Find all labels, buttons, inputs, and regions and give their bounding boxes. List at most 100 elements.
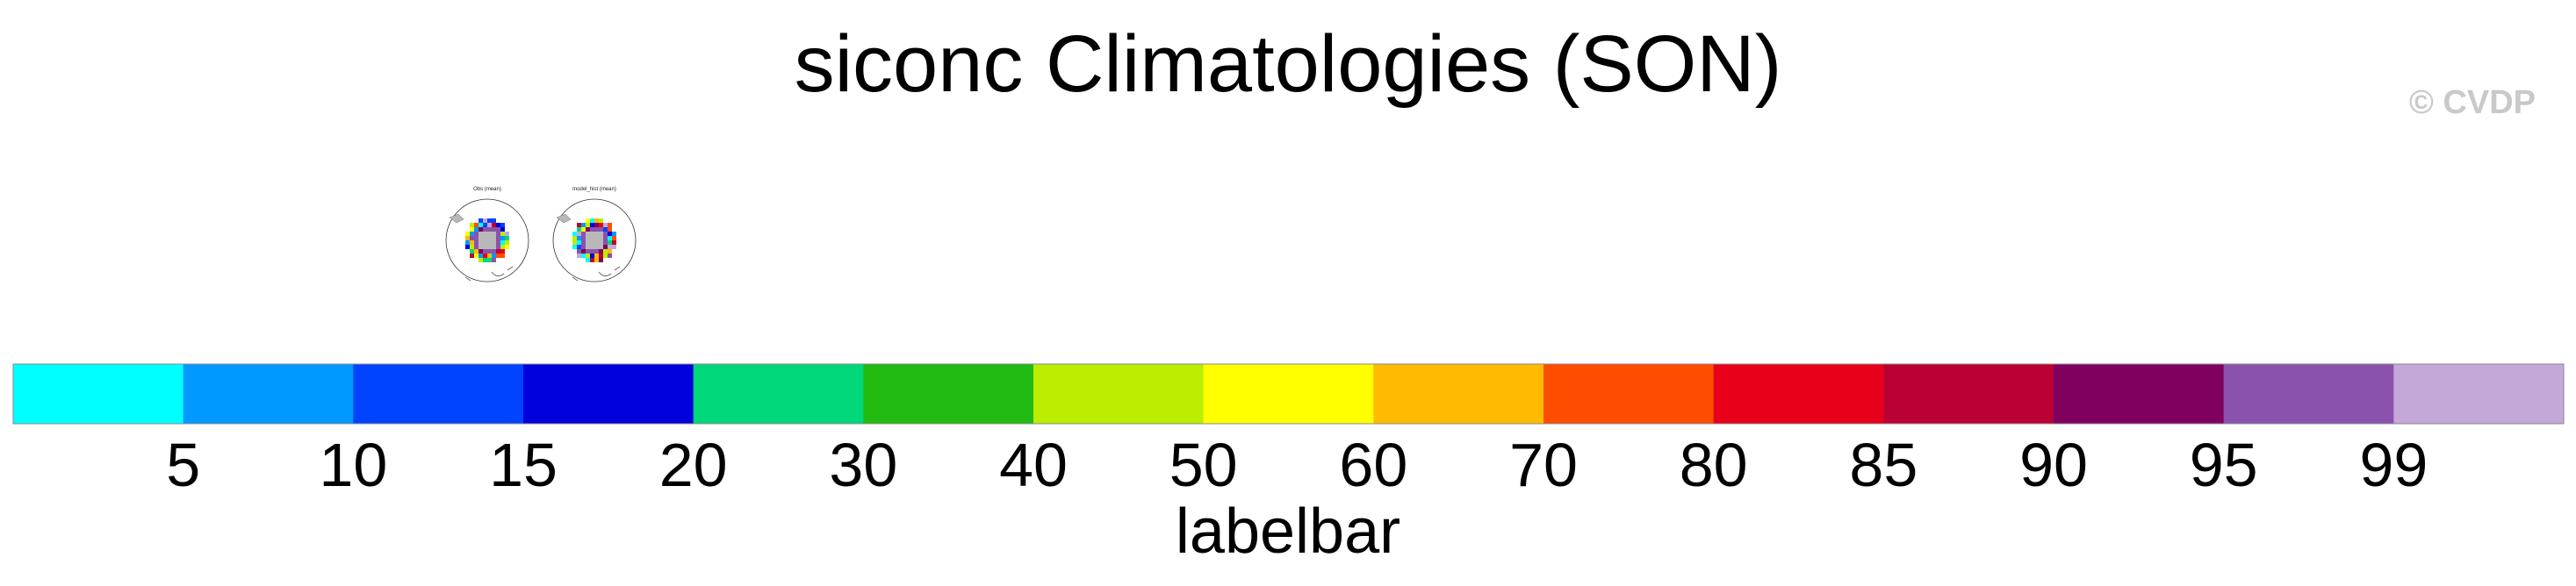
map-cell (500, 223, 505, 227)
map-cell (612, 240, 616, 245)
map-cell (483, 245, 487, 249)
map-cell (505, 236, 509, 240)
map-cell (492, 223, 496, 227)
map-cell (581, 227, 586, 232)
colorbar-box-7 (1033, 364, 1205, 424)
map-cell (492, 227, 496, 232)
map-cell (594, 236, 599, 240)
map-cell (496, 236, 500, 240)
map-cell (608, 223, 612, 227)
map-cell (590, 258, 594, 262)
cvdp-watermark: © CVDP (2408, 84, 2536, 121)
map-cell (474, 232, 479, 236)
map-cell (599, 232, 603, 236)
map-cell (483, 232, 487, 236)
map-cell (487, 223, 492, 227)
map-cell (492, 240, 496, 245)
map-cell (586, 254, 590, 258)
map-cell (603, 232, 608, 236)
map-cell (470, 240, 474, 245)
map-cell (581, 240, 586, 245)
map-cell (603, 223, 608, 227)
map-cell (483, 236, 487, 240)
map-cell (492, 254, 496, 258)
map-cell (608, 236, 612, 240)
map-cell (586, 245, 590, 249)
map-cell (496, 227, 500, 232)
map-cell (581, 249, 586, 254)
coastline (572, 276, 579, 282)
map-cell (492, 236, 496, 240)
map-cell (581, 232, 586, 236)
map-cell (586, 258, 590, 262)
map-cell (483, 240, 487, 245)
map-cell (470, 245, 474, 249)
polar-map-2 (552, 198, 637, 282)
map-cell (608, 249, 612, 254)
map-cell (483, 249, 487, 254)
map-cell (594, 240, 599, 245)
map-cell (505, 240, 509, 245)
map-cell (608, 227, 612, 232)
map-cell (594, 245, 599, 249)
map-cell (577, 254, 581, 258)
map-cell (483, 223, 487, 227)
map-cell (590, 218, 594, 223)
map-cell (590, 240, 594, 245)
map-cell (479, 223, 483, 227)
map-cell (474, 236, 479, 240)
colorbar: 5 10 15 20 30 40 50 60 70 80 85 90 95 99 labelbar (12, 363, 2565, 567)
map-cell (483, 227, 487, 232)
map-cell (594, 249, 599, 254)
map-cell (603, 227, 608, 232)
map-cell (474, 245, 479, 249)
map-cell (608, 254, 612, 258)
map-cell (590, 232, 594, 236)
map-cell (594, 258, 599, 262)
colorbar-tick-label: 80 (1680, 431, 1748, 499)
map-cell (599, 245, 603, 249)
map-cell (483, 218, 487, 223)
map-cell (492, 218, 496, 223)
map-panel-2 (546, 191, 643, 289)
map-cell (479, 258, 483, 262)
map-cell (474, 240, 479, 245)
colorbar-box-15 (2393, 364, 2565, 424)
map-cell (581, 223, 586, 227)
map-cell (572, 240, 577, 245)
colorbar-box-1 (13, 364, 184, 424)
map-cell (479, 218, 483, 223)
map-cell (487, 254, 492, 258)
map-cell (586, 232, 590, 236)
map-cell (599, 258, 603, 262)
colorbar-box-9 (1373, 364, 1544, 424)
map-panel-1 (439, 191, 536, 289)
coastline (464, 276, 471, 282)
map-cell (479, 240, 483, 245)
map-cell (500, 240, 505, 245)
map-cell (487, 218, 492, 223)
colorbar-tick-label: 40 (999, 431, 1068, 499)
map-cell (590, 254, 594, 258)
coastline (614, 266, 621, 271)
map-cell (505, 232, 509, 236)
map-cell (492, 245, 496, 249)
map-cell (479, 232, 483, 236)
map-cell (599, 223, 603, 227)
colorbar-box-14 (2223, 364, 2394, 424)
map-cell (474, 227, 479, 232)
colorbar-box-13 (2054, 364, 2225, 424)
colorbar-tick-label: 99 (2359, 431, 2428, 499)
map-cell (487, 245, 492, 249)
map-cell (590, 223, 594, 227)
map-cell (470, 254, 474, 258)
colorbar-box-4 (523, 364, 694, 424)
map-cell (572, 232, 577, 236)
map-cell (599, 254, 603, 258)
colorbar-tick-label: 50 (1169, 431, 1238, 499)
map-cell (465, 245, 470, 249)
map-cell (572, 236, 577, 240)
map-cell (612, 236, 616, 240)
map-cell (586, 223, 590, 227)
map-cell (500, 254, 505, 258)
